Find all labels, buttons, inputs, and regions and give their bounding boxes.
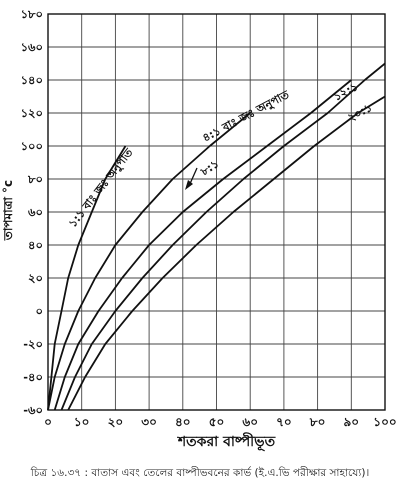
plot-frame bbox=[47, 13, 386, 411]
series-line-3 bbox=[53, 79, 352, 411]
y-tick-label: ৮০ bbox=[27, 172, 43, 186]
y-tick-label: -৪০ bbox=[23, 370, 43, 384]
series bbox=[47, 62, 386, 411]
x-tick-label: ৭০ bbox=[276, 415, 292, 429]
y-axis-label: তাপমাত্রা °c bbox=[1, 180, 15, 241]
x-tick-label: ১০ bbox=[74, 415, 90, 429]
annotation-8-1: ৮:১ bbox=[198, 157, 222, 179]
x-tick-label: ১০০ bbox=[373, 415, 396, 429]
y-tick-label: ০ bbox=[36, 304, 43, 318]
x-tick-label: ৬০ bbox=[242, 415, 258, 429]
series-line-2 bbox=[47, 112, 251, 411]
x-tick-label: ৮০ bbox=[309, 415, 326, 429]
y-tick-label: ১৬০ bbox=[21, 40, 43, 54]
annotation-20-1: ২০:১ bbox=[345, 101, 374, 125]
y-tick-label: ২০ bbox=[28, 271, 43, 285]
x-tick-label: ৩০ bbox=[141, 415, 157, 429]
x-tick-label: ০ bbox=[44, 415, 52, 429]
annotation-12-1: ১২:১ bbox=[331, 80, 360, 104]
y-tick-label: ১৪০ bbox=[21, 73, 43, 87]
x-tick-label: ৪০ bbox=[175, 415, 191, 429]
figure-caption: চিত্র ১৬.৩৭ : বাতাস এবং তেলের বাষ্পীভবনে… bbox=[30, 467, 370, 479]
y-tick-label: ১৮০ bbox=[21, 7, 43, 21]
annotation-1-1: ১:১ বাঃ জঃ অনুপাত bbox=[66, 146, 136, 231]
x-tick-label: ২০ bbox=[108, 415, 124, 429]
series-line-5 bbox=[67, 95, 386, 411]
series-line-1 bbox=[47, 145, 127, 411]
y-tick-label: ৪০ bbox=[28, 238, 43, 252]
labels: ০ ১০ ২০ ৩০ ৪০ ৫০ ৬০ ৭০ ৮০ ৯০ ১০০ -৬০ -৪০ -২০ ০ ২০ ৪০ ৬০ ৮০… bbox=[1, 7, 397, 451]
x-axis-label: শতকরা বাষ্পীভূত bbox=[177, 432, 276, 451]
grid bbox=[47, 13, 386, 411]
y-tick-label: ১২০ bbox=[21, 106, 43, 120]
y-tick-label: ১০০ bbox=[21, 139, 43, 153]
y-tick-label: ৬০ bbox=[28, 205, 43, 219]
x-tick-label: ৯০ bbox=[344, 415, 360, 429]
y-tick-label: -৬০ bbox=[23, 403, 43, 417]
y-tick-label: -২০ bbox=[23, 337, 43, 351]
axes bbox=[47, 13, 386, 411]
annotation-arrowhead bbox=[185, 180, 193, 190]
series-line-4 bbox=[60, 62, 386, 411]
x-tick-label: ৫০ bbox=[209, 415, 225, 429]
